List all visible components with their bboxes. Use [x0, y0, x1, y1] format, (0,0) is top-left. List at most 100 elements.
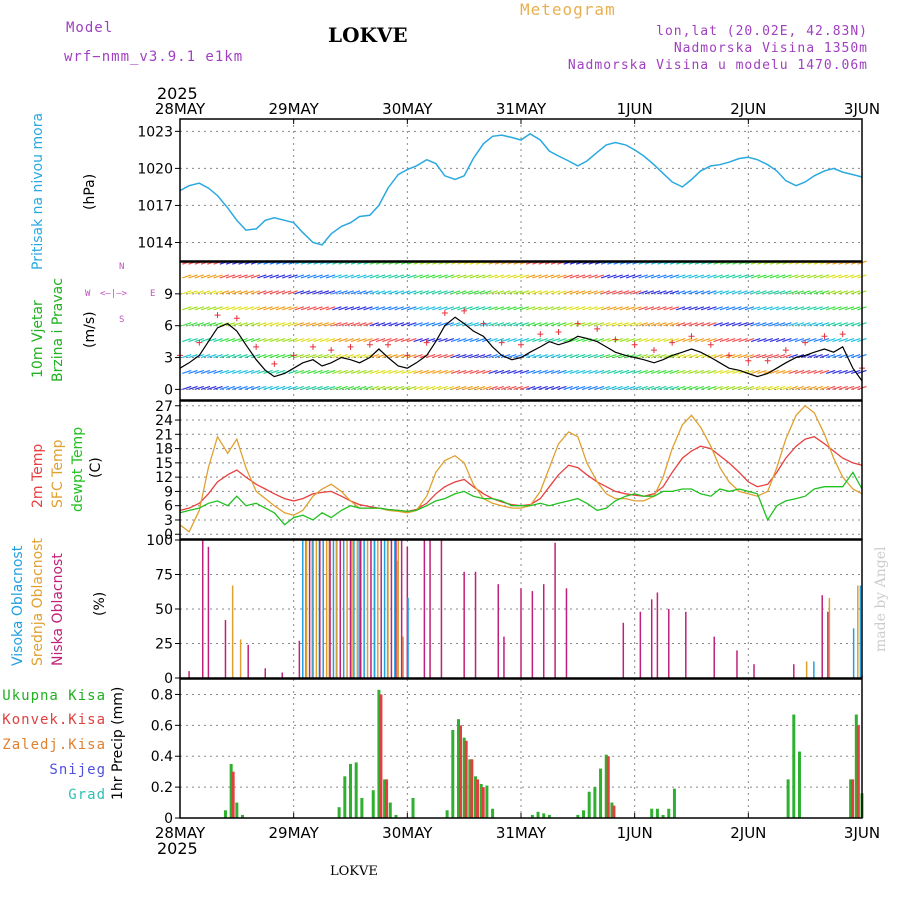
wind-arrow — [557, 290, 567, 295]
wind-arrow — [794, 290, 805, 295]
wind-arrow — [782, 385, 792, 390]
wind-arrow — [282, 353, 292, 359]
wind-arrow — [519, 369, 530, 375]
wind-arrow — [700, 353, 711, 359]
panel-frame — [179, 261, 863, 401]
wind-arrow — [232, 290, 242, 295]
wind-arrow — [182, 338, 192, 343]
wind-arrow — [475, 369, 486, 375]
wind-arrow — [644, 306, 655, 311]
wind-arrow — [432, 306, 442, 311]
wind-arrow — [225, 274, 236, 279]
wind-arrow — [738, 385, 748, 390]
wind-arrow — [794, 338, 805, 343]
wind-arrow — [357, 322, 367, 327]
wind-arrow — [838, 338, 848, 343]
total-precip-bar — [786, 779, 790, 818]
wind-arrow — [569, 274, 580, 279]
wind-arrow — [750, 306, 761, 311]
wind-arrow — [563, 290, 573, 295]
wind-arrow — [532, 322, 542, 327]
wind-arrow — [657, 385, 667, 390]
wind-arrow — [413, 385, 423, 390]
wind-arrow — [675, 338, 686, 343]
wind-arrow — [851, 322, 861, 327]
wind-arrow — [332, 353, 342, 359]
wind-arrow — [313, 353, 323, 359]
total-precip-bar — [792, 714, 796, 818]
conv-precip-bar — [851, 779, 855, 818]
wind-arrow — [213, 290, 223, 295]
wind-arrow — [463, 369, 473, 375]
wind-arrow — [800, 306, 811, 311]
wind-arrow — [244, 306, 254, 311]
wind-arrow — [694, 385, 705, 390]
wind-arrow — [600, 338, 611, 343]
wind-arrow — [694, 274, 705, 279]
wind-arrow — [388, 290, 398, 295]
wind-arrow — [382, 274, 392, 279]
wind-arrow — [775, 385, 786, 390]
wind-arrow — [832, 290, 842, 295]
wind-arrow — [357, 290, 367, 295]
wind-arrow — [500, 306, 511, 311]
location-title: LOKVE — [328, 23, 408, 47]
wind-arrow — [444, 369, 455, 375]
total-precip-bar — [672, 788, 676, 818]
wind-arrow — [569, 385, 580, 390]
wind-arrow — [307, 274, 317, 279]
wind-arrow — [213, 369, 223, 375]
wind-arrow — [725, 306, 736, 311]
wind-arrow — [444, 338, 455, 343]
wind-arrow — [363, 290, 373, 295]
wind-arrow — [638, 306, 648, 311]
wind-arrow — [294, 338, 304, 343]
wind-arrow — [488, 322, 498, 327]
wind-arrow — [325, 353, 336, 359]
wind-arrow — [732, 274, 742, 279]
wind-arrow — [807, 369, 817, 375]
wind-arrow — [188, 306, 198, 311]
wind-arrow — [413, 353, 423, 359]
wind-arrow — [719, 369, 730, 375]
wind-arrow — [432, 322, 442, 327]
wind-arrow — [425, 306, 436, 311]
wind-arrow — [244, 290, 254, 295]
wind-arrow — [344, 322, 355, 327]
wind-arrow — [844, 322, 855, 327]
grid-layer — [180, 119, 862, 819]
total-precip-bar — [451, 729, 455, 818]
wind-arrow — [269, 306, 279, 311]
wind-arrow — [507, 385, 517, 390]
gust-marker — [764, 357, 771, 364]
wind-arrow — [544, 306, 555, 311]
wind-arrow — [663, 290, 673, 295]
compass-w: W — [85, 289, 91, 299]
wind-arrow — [188, 290, 198, 295]
wind-arrow — [782, 369, 792, 375]
wind-arrow — [507, 353, 517, 359]
total-precip-bar — [604, 754, 608, 818]
wind-arrow — [519, 385, 530, 390]
wind-arrow — [613, 353, 623, 359]
wind-arrow — [207, 306, 217, 311]
wind-arrow — [569, 369, 580, 375]
conv-precip-bar — [856, 725, 860, 818]
wind-arrow — [544, 338, 555, 343]
wind-arrow — [300, 369, 311, 375]
wind-arrow — [588, 385, 598, 390]
wind-arrow — [775, 322, 786, 327]
wind-arrow — [826, 322, 836, 327]
wind-arrow — [207, 353, 217, 359]
wind-arrow — [413, 290, 423, 295]
gust-marker — [253, 343, 260, 350]
wind-arrow — [694, 338, 705, 343]
wind-arrow — [513, 369, 523, 375]
wind-arrow — [375, 290, 386, 295]
wind-arrow — [750, 274, 761, 279]
wind-arrow — [213, 353, 223, 359]
wind-arrow — [375, 369, 386, 375]
wind-arrow — [257, 290, 267, 295]
y-tick-label: 15 — [155, 456, 173, 472]
